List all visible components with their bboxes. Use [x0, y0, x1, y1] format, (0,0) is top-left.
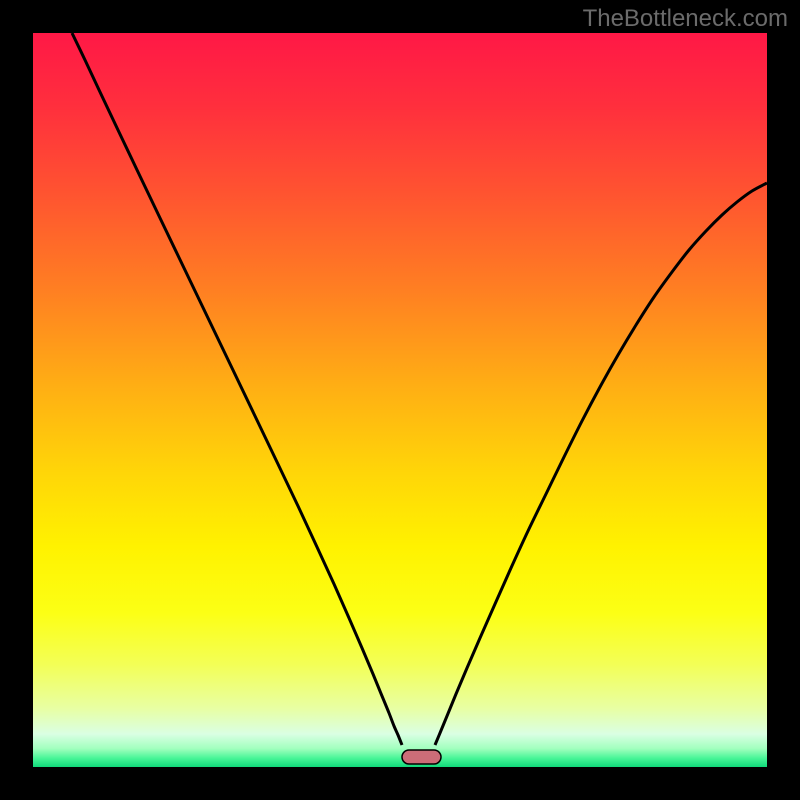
plot-area: [33, 33, 767, 767]
watermark-text: TheBottleneck.com: [583, 5, 788, 33]
gradient-background: [33, 33, 767, 767]
chart-canvas: TheBottleneck.com: [0, 0, 800, 800]
